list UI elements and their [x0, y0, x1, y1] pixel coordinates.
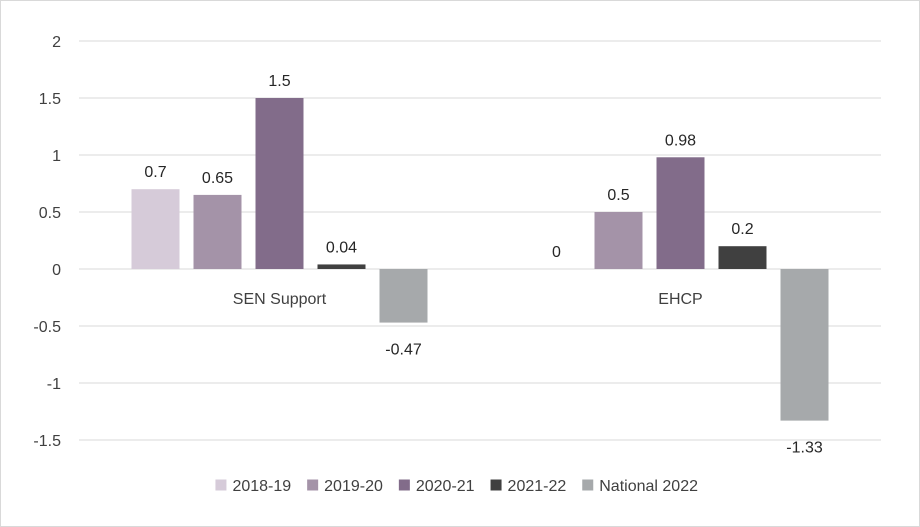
y-tick-label: 0: [52, 262, 61, 279]
data-label: 0.65: [202, 170, 233, 187]
bar-2019-20: [193, 194, 242, 269]
legend-swatch: [307, 479, 319, 491]
data-label: -1.33: [786, 440, 823, 457]
y-tick-label: -1: [47, 376, 61, 393]
legend-swatch: [398, 479, 410, 491]
legend-swatch: [582, 479, 594, 491]
y-tick-label: 2: [52, 34, 61, 51]
bar-national-2022: [379, 269, 428, 323]
y-tick-label: 0.5: [39, 205, 61, 222]
legend-swatch: [490, 479, 502, 491]
data-label: 0.98: [665, 132, 696, 149]
bar-2018-19: [131, 189, 180, 269]
bar-2021-22: [718, 246, 767, 269]
data-label: 0.04: [326, 239, 357, 256]
bar-2020-21: [656, 157, 705, 269]
y-tick-label: 1.5: [39, 91, 61, 108]
legend-label: 2018-19: [232, 478, 291, 495]
category-label: SEN Support: [233, 291, 327, 308]
legend-label: 2021-22: [508, 478, 567, 495]
category-label: EHCP: [658, 291, 702, 308]
category-labels: SEN Support EHCP: [233, 291, 703, 308]
y-tick-label: -0.5: [33, 319, 61, 336]
y-tick-label: -1.5: [33, 433, 61, 450]
legend-label: 2020-21: [416, 478, 475, 495]
y-tick-label: 1: [52, 148, 61, 165]
bar-2020-21: [255, 98, 304, 269]
legend-swatch: [215, 479, 227, 491]
data-labels: 0.7 0.65 1.5 0.04 -0.47 0 0.5 0.98 0.2 -1.33: [144, 73, 822, 457]
data-label: 0: [552, 244, 561, 261]
data-label: 0.7: [144, 164, 166, 181]
data-label: 0.2: [731, 221, 753, 238]
bar-national-2022: [780, 269, 829, 421]
bars: [131, 98, 829, 421]
data-label: 1.5: [268, 73, 290, 90]
bar-2019-20: [594, 212, 643, 269]
data-label: 0.5: [607, 187, 629, 204]
legend: 2018-19 2019-20 2020-21 2021-22 National 202…: [215, 478, 698, 495]
legend-label: National 2022: [599, 478, 698, 495]
data-label: -0.47: [385, 342, 422, 359]
y-axis: 2 1.5 1 0.5 0 -0.5 -1 -1.5: [33, 34, 61, 450]
legend-label: 2019-20: [324, 478, 383, 495]
bar-2021-22: [317, 264, 366, 269]
